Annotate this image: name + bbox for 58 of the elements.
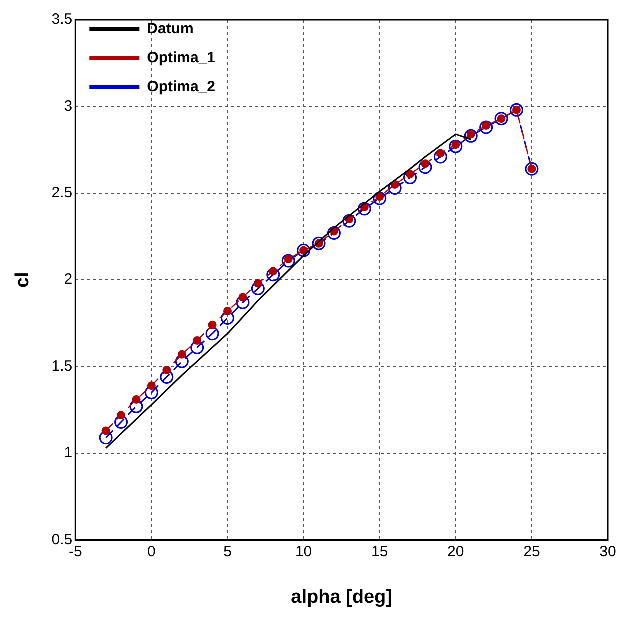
point (464, 129, 478, 143)
point (327, 226, 341, 240)
point (117, 411, 126, 420)
point (480, 120, 494, 134)
point (510, 103, 524, 117)
point (206, 327, 220, 341)
point (266, 268, 280, 282)
point (297, 244, 311, 258)
point (418, 160, 432, 174)
x-tick-label: 0 (148, 543, 156, 560)
point (132, 395, 141, 404)
point (175, 354, 189, 368)
point (449, 140, 463, 154)
y-tick-label: 2.5 (52, 184, 73, 202)
legend-label: Optima_1 (147, 50, 216, 67)
x-tick-label: 10 (295, 543, 312, 560)
point (236, 296, 250, 310)
point (147, 382, 156, 390)
point (388, 181, 402, 195)
legend-label: Optima_2 (147, 78, 216, 96)
y-tick-label: 1.5 (52, 358, 73, 375)
point (221, 312, 234, 325)
point (114, 416, 128, 430)
point (160, 370, 174, 384)
x-tick-label: 15 (372, 543, 388, 560)
point (404, 171, 418, 185)
point (238, 293, 248, 302)
y-tick-label: 3.5 (52, 11, 73, 28)
point (358, 202, 372, 216)
point (190, 340, 204, 354)
y-tick-label: 1 (64, 444, 73, 462)
x-tick-label: 20 (448, 543, 464, 560)
point (224, 307, 232, 316)
x-axis-title: alpha [deg] (291, 586, 392, 608)
point (208, 320, 217, 330)
point (178, 350, 186, 359)
point (373, 192, 387, 206)
point (99, 431, 113, 445)
point (130, 400, 144, 414)
point (251, 282, 265, 296)
legend-label: Datum (147, 20, 194, 38)
x-tick-label: 25 (524, 543, 540, 560)
point (102, 426, 110, 436)
point (494, 112, 508, 126)
point (434, 150, 448, 164)
point (342, 214, 356, 228)
point (144, 386, 158, 400)
point (254, 279, 262, 288)
point (282, 254, 296, 268)
point (525, 162, 539, 176)
point (162, 366, 172, 375)
point (312, 236, 326, 250)
y-tick-label: 3 (64, 98, 73, 115)
y-axis-title: cl (12, 272, 34, 288)
x-tick-label: 5 (224, 543, 232, 560)
y-tick-label: 2 (64, 271, 73, 288)
point (193, 336, 202, 346)
x-tick-label: 30 (600, 543, 616, 560)
